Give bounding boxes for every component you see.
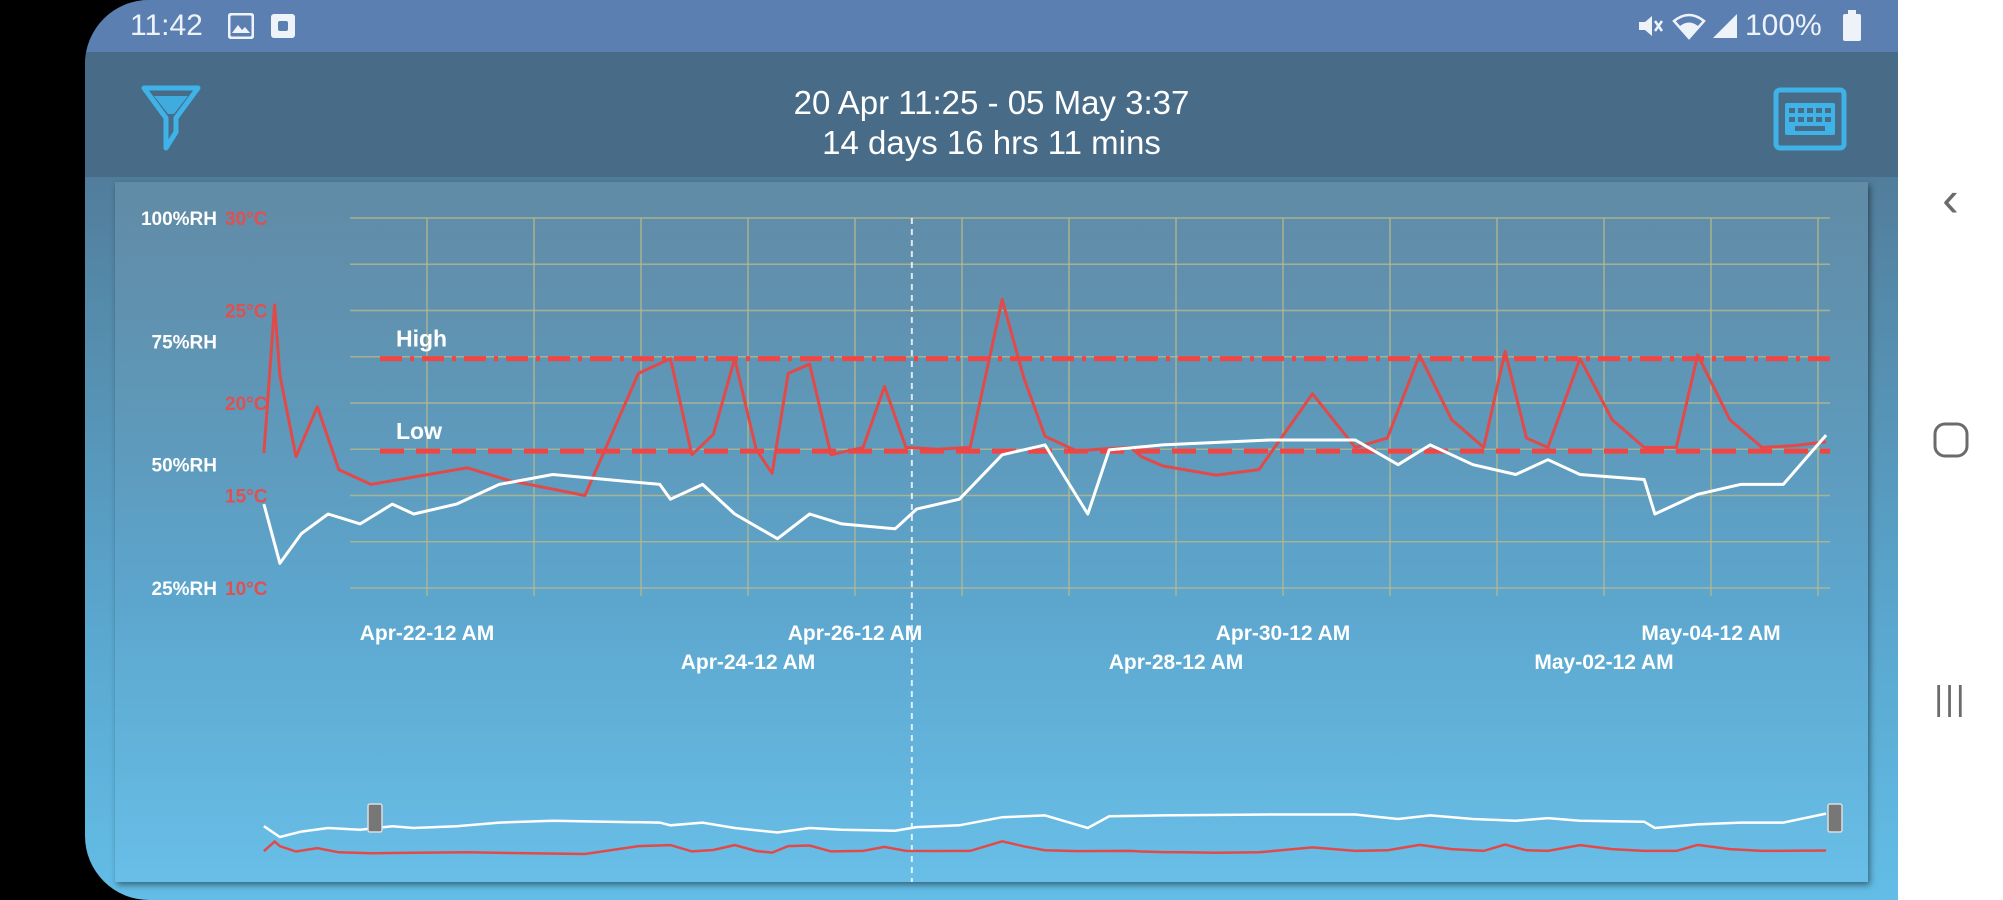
chart-series xyxy=(262,297,1828,565)
battery-icon xyxy=(1843,10,1861,41)
y-left-tick-label: 25%RH xyxy=(152,579,217,600)
system-nav-bar: ‹ ||| xyxy=(1898,0,2003,900)
wifi-icon xyxy=(1672,13,1706,40)
range-handle-right[interactable] xyxy=(1827,803,1843,833)
overview-strip[interactable] xyxy=(263,803,1843,856)
chart-svg[interactable]: 100%RH 75%RH 50%RH 25%RH 30°C 25°C 20°C 15°C 10°… xyxy=(115,182,1868,882)
y-right-tick-label: 10°C xyxy=(225,579,268,600)
y-right-tick-label: 20°C xyxy=(225,394,268,415)
y-left-tick-label: 50%RH xyxy=(152,456,217,477)
status-bar: 11:42 100% xyxy=(85,0,1898,52)
y-right-tick-label: 15°C xyxy=(225,487,268,508)
signal-icon xyxy=(1713,14,1737,38)
recents-button[interactable]: ||| xyxy=(1934,680,1967,718)
status-time: 11:42 xyxy=(130,9,203,42)
y-right-tick-label: 25°C xyxy=(225,302,268,323)
y-left-tick-label: 100%RH xyxy=(141,209,217,230)
y-right-tick-label: 30°C xyxy=(225,209,268,230)
home-button[interactable] xyxy=(1898,420,2003,465)
x-tick-label: Apr-30-12 AM xyxy=(1216,622,1351,645)
duration-subtitle: 14 days 16 hrs 11 mins xyxy=(822,124,1161,161)
mute-icon xyxy=(1639,16,1664,36)
threshold-label-high: High xyxy=(396,326,447,352)
home-icon xyxy=(1933,422,1968,458)
x-tick-label: Apr-26-12 AM xyxy=(788,622,923,645)
x-tick-label: May-02-12 AM xyxy=(1534,651,1673,674)
range-handle-left[interactable] xyxy=(367,803,383,833)
filter-icon[interactable] xyxy=(140,82,202,154)
image-icon xyxy=(228,13,254,39)
chart-axes: 100%RH 75%RH 50%RH 25%RH 30°C 25°C 20°C 15°C 10°… xyxy=(141,209,1781,674)
x-tick-label: May-04-12 AM xyxy=(1641,622,1780,645)
overview-humidity xyxy=(263,812,1827,839)
chart-panel[interactable]: 100%RH 75%RH 50%RH 25%RH 30°C 25°C 20°C 15°C 10°… xyxy=(115,182,1868,882)
date-range-title: 20 Apr 11:25 - 05 May 3:37 xyxy=(793,84,1190,121)
app-screen: 11:42 100% 20 Apr 11:25 xyxy=(85,0,1898,900)
battery-percent: 100% xyxy=(1745,9,1822,42)
x-tick-label: Apr-22-12 AM xyxy=(360,622,495,645)
back-button[interactable]: ‹ xyxy=(1942,171,1959,227)
x-tick-label: Apr-28-12 AM xyxy=(1109,651,1244,674)
threshold-lines: High Low xyxy=(380,326,1830,454)
x-tick-label: Apr-24-12 AM xyxy=(681,651,816,674)
humidity-series xyxy=(262,434,1828,565)
app-header: 20 Apr 11:25 - 05 May 3:37 14 days 16 hr… xyxy=(85,52,1898,177)
y-left-tick-label: 75%RH xyxy=(152,332,217,353)
chart-grid xyxy=(350,217,1830,882)
overview-temperature xyxy=(263,839,1827,856)
threshold-label-low: Low xyxy=(396,418,442,444)
keyboard-icon[interactable] xyxy=(1773,87,1847,151)
temperature-series xyxy=(262,297,1827,497)
square-icon xyxy=(271,14,295,38)
